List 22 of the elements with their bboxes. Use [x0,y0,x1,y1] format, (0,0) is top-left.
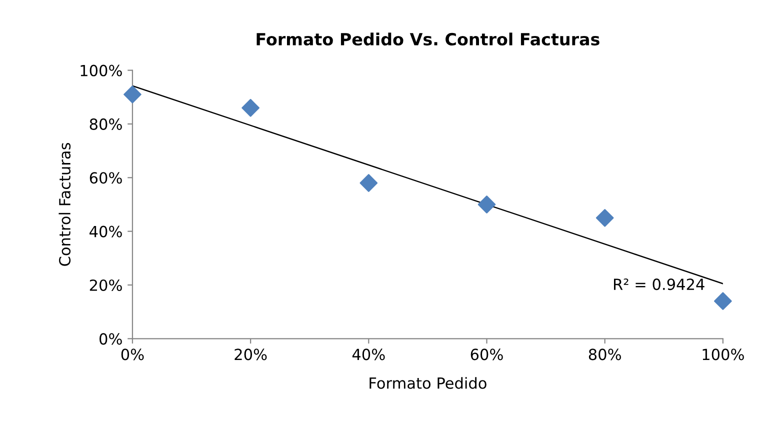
chart-title: Formato Pedido Vs. Control Facturas [256,32,600,46]
y-tick-label: 40% [90,226,122,238]
x-tick-label: 20% [234,348,267,360]
annotation: R² = 0.9424 [614,278,704,290]
point [124,86,142,104]
y-tick-label: 0% [100,333,122,345]
x-tick-label: 80% [588,348,621,360]
x-tick-label: 60% [470,348,503,360]
y-tick-label: 80% [90,118,122,130]
x-tick-label: 100% [702,348,744,360]
y-tick-label: 100% [80,64,122,76]
y-axis-title: Control Facturas [58,142,71,266]
point [360,174,378,192]
point [242,98,260,117]
x-axis-title: Formato Pedido [370,377,486,389]
x-tick-label: 0% [121,348,144,360]
point [596,208,614,227]
x-tick-label: 40% [352,348,385,360]
y-tick-label: 20% [90,279,122,292]
point [478,196,496,214]
y-tick-label: 60% [90,172,122,184]
point [714,292,732,310]
